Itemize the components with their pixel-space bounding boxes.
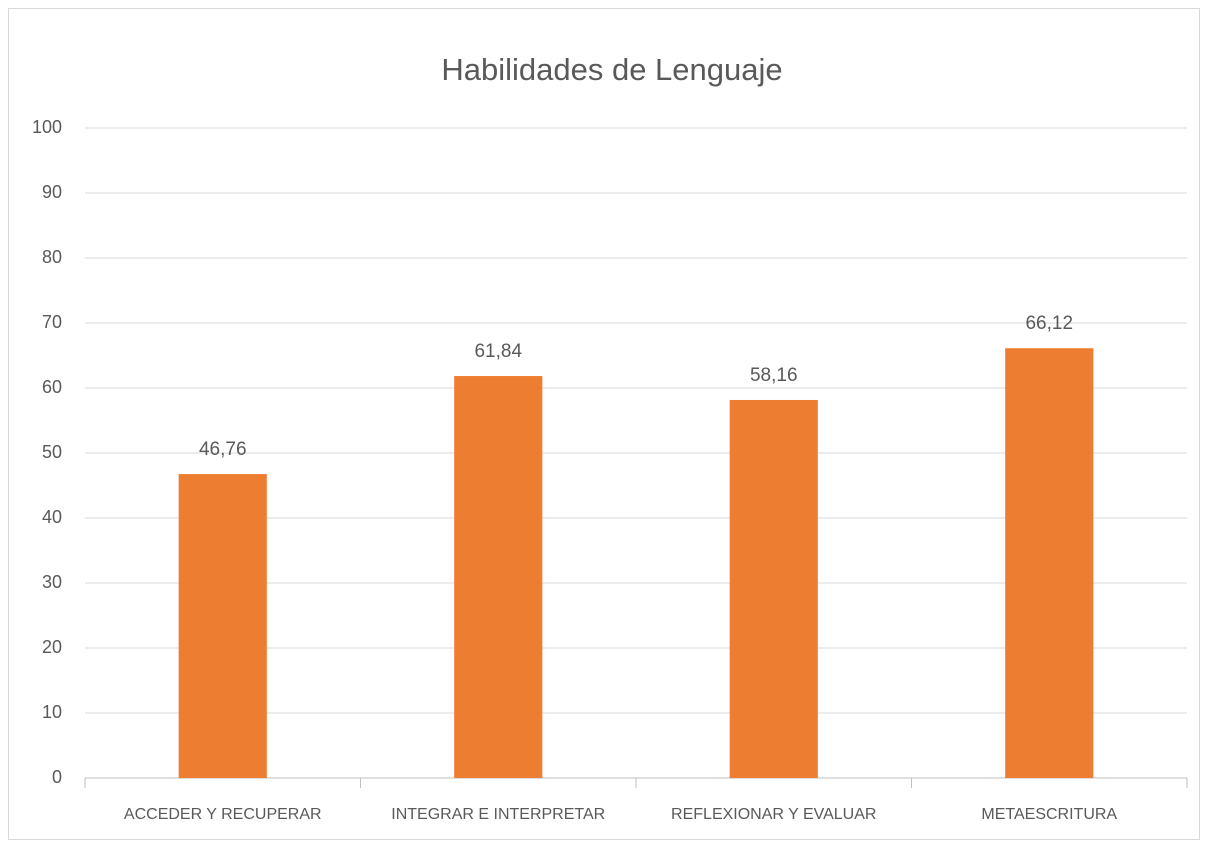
y-tick-label: 90 [42, 182, 62, 202]
chart-title: Habilidades de Lenguaje [441, 52, 782, 87]
y-tick-label: 0 [52, 767, 62, 787]
bar [454, 376, 543, 778]
data-label: 61,84 [474, 341, 522, 362]
bar [1005, 348, 1094, 778]
y-tick-label: 30 [42, 572, 62, 592]
data-label: 58,16 [750, 365, 798, 386]
x-tick-label: METAESCRITURA [981, 806, 1117, 823]
y-tick-label: 80 [42, 247, 62, 267]
data-label: 66,12 [1025, 313, 1073, 334]
y-tick-label: 40 [42, 507, 62, 527]
y-tick-label: 50 [42, 442, 62, 462]
data-label: 46,76 [199, 439, 247, 460]
y-tick-label: 10 [42, 702, 62, 722]
bar [178, 474, 267, 778]
y-tick-label: 20 [42, 637, 62, 657]
x-tick-label: INTEGRAR E INTERPRETAR [391, 806, 605, 823]
x-tick-label: REFLEXIONAR Y EVALUAR [671, 806, 876, 823]
x-tick-label: ACCEDER Y RECUPERAR [124, 806, 322, 823]
y-tick-label: 70 [42, 312, 62, 332]
y-tick-label: 100 [32, 117, 62, 137]
bar [729, 399, 818, 778]
y-tick-label: 60 [42, 377, 62, 397]
